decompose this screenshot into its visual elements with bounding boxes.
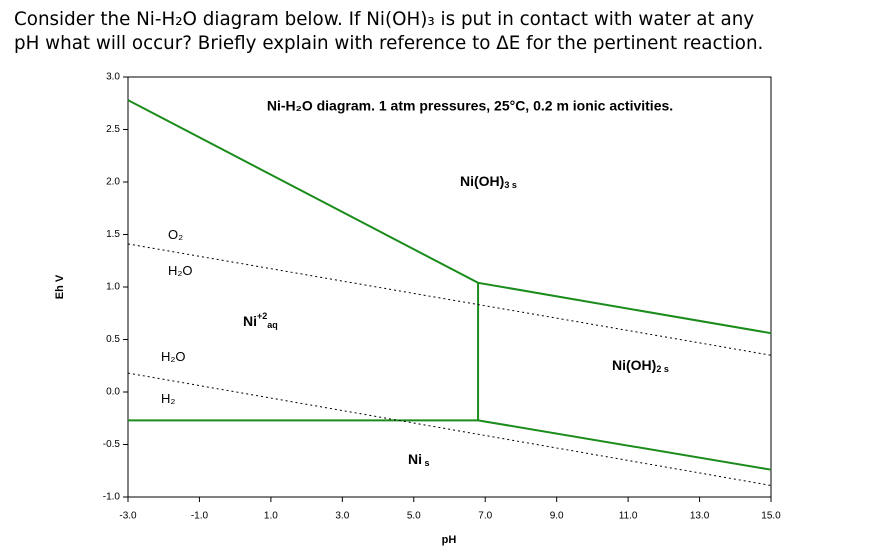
label-part: 3 s — [504, 180, 517, 190]
x-tick-label: 5.0 — [407, 511, 421, 522]
region-label: H₂ — [161, 391, 175, 406]
label-part: +2 — [257, 311, 267, 321]
label-part: Ni — [243, 313, 257, 329]
label-part: s — [422, 458, 430, 468]
label-part: aq — [267, 320, 278, 330]
x-tick-label: 9.0 — [550, 511, 564, 522]
question-line: pH what will occur? Briefly explain with… — [14, 33, 764, 54]
y-tick-label: 0.5 — [106, 334, 120, 345]
x-tick-label: -1.0 — [191, 511, 209, 522]
x-tick-label: 15.0 — [761, 511, 781, 522]
x-tick-label: 11.0 — [619, 511, 638, 522]
y-axis-label: Eh V — [54, 274, 66, 299]
x-tick-label: 7.0 — [478, 511, 492, 522]
y-tick-label: 2.5 — [106, 124, 120, 135]
x-tick-label: 1.0 — [264, 511, 278, 522]
region-label: Ni(OH)2 s — [612, 357, 669, 375]
y-tick-label: 1.0 — [106, 282, 120, 293]
region-label: Ni s — [408, 451, 430, 469]
boundary-line — [127, 99, 772, 335]
y-tick-label: 0.0 — [106, 387, 120, 398]
label-part: H₂O — [168, 263, 193, 278]
reference-line — [127, 243, 772, 356]
y-tick-label: 3.0 — [106, 72, 120, 83]
y-tick-label: -0.5 — [103, 439, 121, 450]
region-label: H₂O — [161, 349, 186, 364]
boundary-line — [128, 419, 772, 471]
label-part: Ni — [408, 451, 422, 467]
label-part: Ni(OH) — [460, 173, 504, 189]
label-part: H₂ — [161, 391, 175, 406]
region-label: Ni+2aq — [243, 311, 278, 330]
region-label: Ni(OH)3 s — [460, 173, 517, 191]
x-axis-label: pH — [442, 534, 457, 546]
label-part: H₂O — [161, 349, 186, 364]
region-label: H₂O — [168, 263, 193, 278]
question-line: Consider the Ni-H₂O diagram below. If Ni… — [14, 9, 755, 30]
question: Consider the Ni-H₂O diagram below. If Ni… — [14, 8, 763, 56]
x-tick-label: 3.0 — [335, 511, 349, 522]
y-tick-label: 1.5 — [106, 229, 120, 240]
plot-frame — [127, 76, 772, 498]
reference-line — [127, 372, 772, 486]
region-label: O₂ — [168, 227, 183, 242]
y-tick-label: 2.0 — [106, 177, 120, 188]
x-tick-label: -3.0 — [119, 511, 137, 522]
label-part: O₂ — [168, 227, 183, 242]
y-tick-label: -1.0 — [103, 492, 121, 503]
x-tick-label: 13.0 — [690, 511, 710, 522]
chart-title: Ni-H₂O diagram. 1 atm pressures, 25°C, 0… — [267, 98, 673, 114]
label-part: Ni(OH) — [612, 357, 656, 373]
label-part: 2 s — [656, 364, 669, 374]
